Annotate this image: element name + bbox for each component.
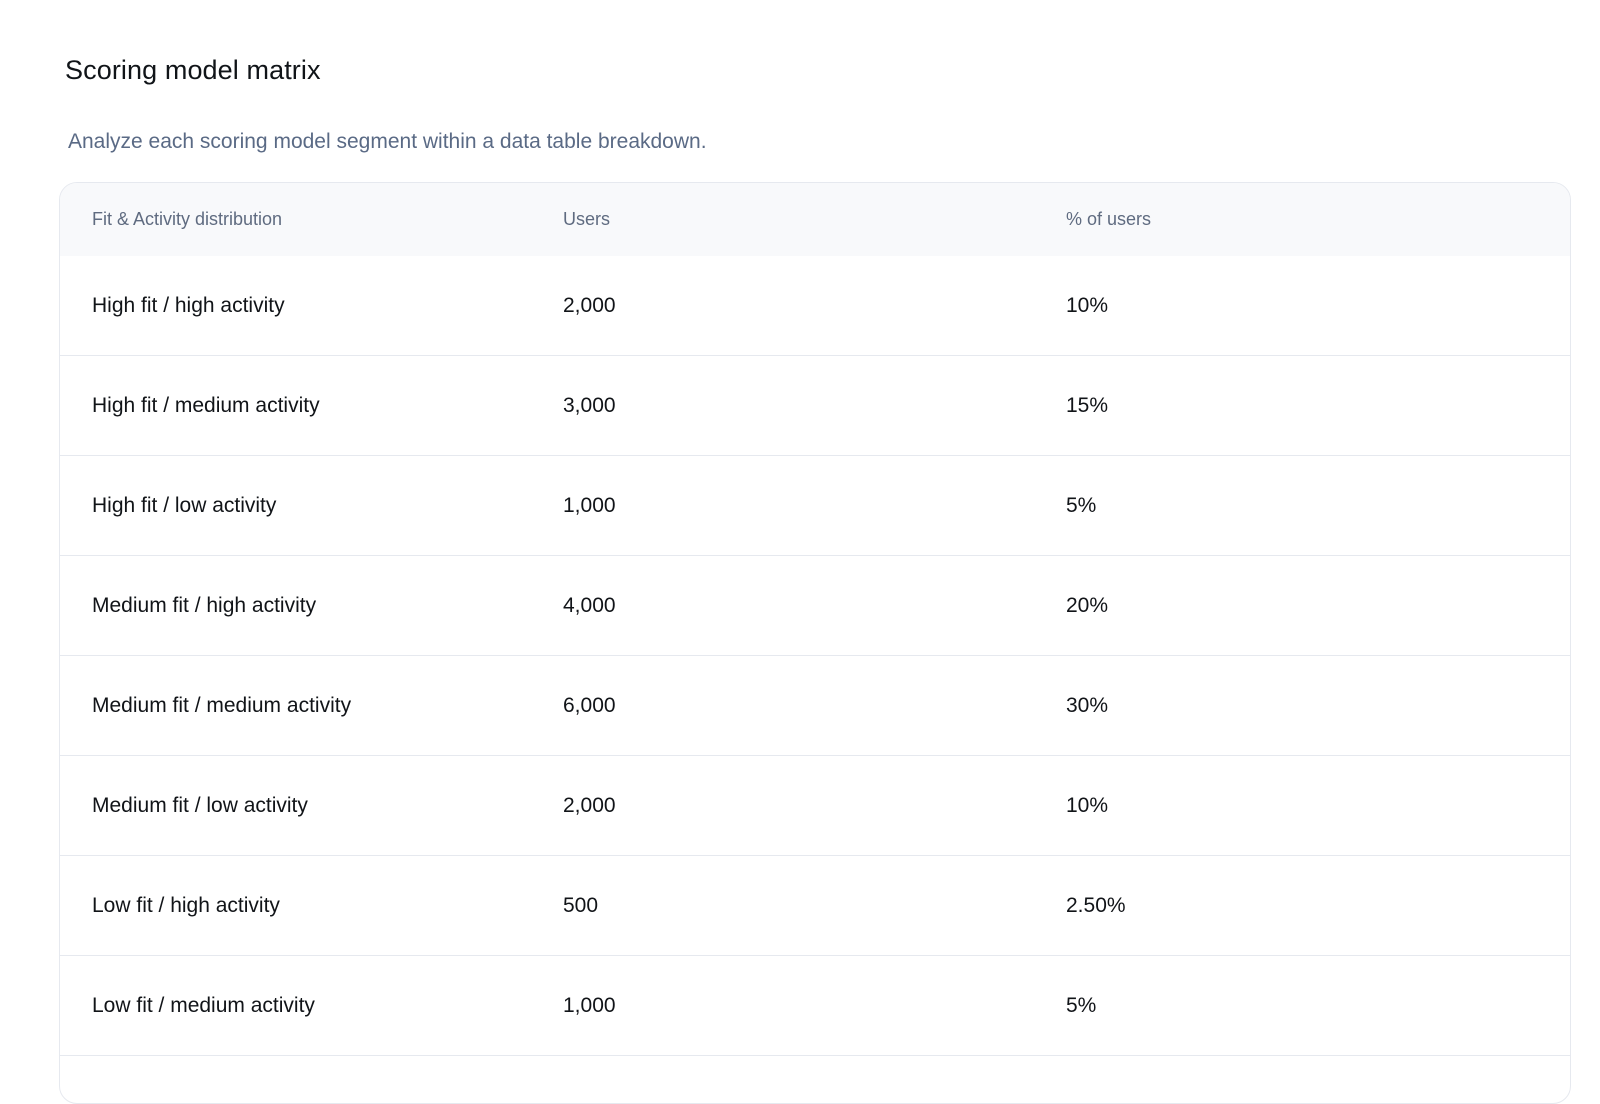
table-row [60, 1055, 1570, 1103]
table-row[interactable]: Medium fit / low activity 2,000 10% [60, 755, 1570, 855]
segment-cell: Medium fit / low activity [92, 793, 308, 817]
users-cell: 6,000 [563, 693, 616, 717]
segment-cell: High fit / high activity [92, 293, 285, 317]
percent-cell: 10% [1066, 793, 1109, 817]
table-row[interactable]: High fit / high activity 2,000 10% [60, 256, 1570, 355]
percent-cell: 5% [1066, 493, 1097, 517]
percent-cell: 15% [1066, 393, 1109, 417]
segment-cell: Medium fit / medium activity [92, 693, 352, 717]
table-row[interactable]: High fit / medium activity 3,000 15% [60, 355, 1570, 455]
table-row[interactable]: Low fit / medium activity 1,000 5% [60, 955, 1570, 1055]
scoring-matrix-table: Fit & Activity distribution Users % of u… [59, 182, 1571, 1104]
percent-cell: 10% [1066, 293, 1109, 317]
users-cell: 2,000 [563, 293, 616, 317]
table-header: Fit & Activity distribution Users % of u… [60, 183, 1570, 256]
users-cell: 1,000 [563, 993, 616, 1017]
page-title: Scoring model matrix [65, 55, 321, 86]
users-cell: 500 [563, 893, 599, 917]
percent-cell: 30% [1066, 693, 1109, 717]
column-header-distribution[interactable]: Fit & Activity distribution [92, 209, 283, 229]
column-header-percent-users[interactable]: % of users [1066, 209, 1152, 229]
segment-cell: High fit / medium activity [92, 393, 320, 417]
table-row[interactable]: Medium fit / medium activity 6,000 30% [60, 655, 1570, 755]
table-body: High fit / high activity 2,000 10% High … [60, 256, 1570, 1103]
users-cell: 3,000 [563, 393, 616, 417]
percent-cell: 5% [1066, 993, 1097, 1017]
page-subtitle: Analyze each scoring model segment withi… [68, 130, 707, 153]
percent-cell: 20% [1066, 593, 1109, 617]
table-row[interactable]: High fit / low activity 1,000 5% [60, 455, 1570, 555]
users-cell: 4,000 [563, 593, 616, 617]
column-header-users[interactable]: Users [563, 209, 611, 229]
segment-cell: Low fit / high activity [92, 893, 280, 917]
segment-cell: Low fit / medium activity [92, 993, 315, 1017]
table-row[interactable]: Medium fit / high activity 4,000 20% [60, 555, 1570, 655]
segment-cell: High fit / low activity [92, 493, 277, 517]
users-cell: 2,000 [563, 793, 616, 817]
percent-cell: 2.50% [1066, 893, 1126, 917]
segment-cell: Medium fit / high activity [92, 593, 317, 617]
table-row[interactable]: Low fit / high activity 500 2.50% [60, 855, 1570, 955]
users-cell: 1,000 [563, 493, 616, 517]
